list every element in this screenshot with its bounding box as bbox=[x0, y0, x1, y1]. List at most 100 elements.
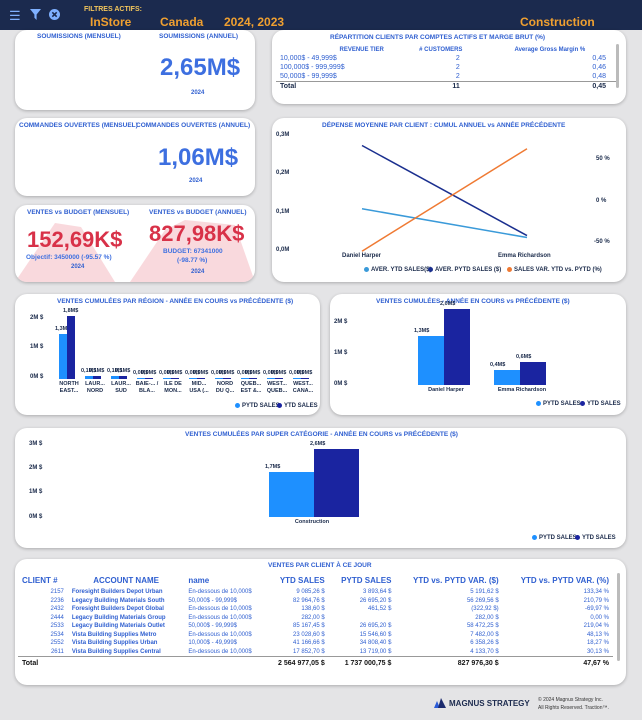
menu-icon[interactable]: ☰ bbox=[9, 8, 21, 23]
table-cell: En-dessous de 10,000$ bbox=[188, 631, 252, 638]
repartition-title: RÉPARTITION CLIENTS PAR COMPTES ACTIFS E… bbox=[330, 34, 546, 41]
clients-header-account[interactable]: ACCOUNT NAME bbox=[93, 576, 159, 585]
budget-background-shape bbox=[15, 220, 255, 282]
bar-ytd[interactable] bbox=[197, 378, 205, 379]
table-row[interactable]: 2236 Legacy Building Materials South 50,00… bbox=[18, 597, 613, 606]
depense-title: DÉPENSE MOYENNE PAR CLIENT : CUMUL ANNUE… bbox=[322, 122, 566, 129]
filter-icon[interactable] bbox=[30, 9, 41, 20]
bar-pytd[interactable] bbox=[59, 333, 67, 379]
bar-pytd[interactable] bbox=[293, 378, 301, 379]
categorie-y-tick: 0M $ bbox=[29, 514, 43, 520]
bar-ytd[interactable] bbox=[520, 362, 546, 385]
bar-ytd[interactable] bbox=[145, 378, 153, 379]
cumulees-card: VENTES CUMULÉES - ANNÉE EN COURS vs PRÉC… bbox=[330, 294, 626, 415]
table-cell: 56 269,56 $ bbox=[466, 597, 499, 604]
clients-table: CLIENT # ACCOUNT NAME name YTD SALES PYT… bbox=[18, 573, 613, 670]
bar-pytd[interactable] bbox=[85, 375, 93, 379]
clients-header-pytd[interactable]: PYTD SALES bbox=[341, 576, 392, 585]
total-var-pct: 47,67 % bbox=[583, 659, 609, 667]
bar-ytd[interactable] bbox=[444, 309, 470, 385]
table-cell: 282,00 $ bbox=[475, 614, 499, 621]
clients-header-client[interactable]: CLIENT # bbox=[22, 576, 58, 585]
bar-pytd[interactable] bbox=[137, 378, 145, 379]
bar-pytd[interactable] bbox=[215, 378, 223, 379]
ventes-budget-mensuel-year: 2024 bbox=[71, 264, 85, 270]
categorie-legend-pytd: PYTD SALES bbox=[532, 535, 577, 541]
depense-legend-var: SALES VAR. YTD vs. PYTD (%) bbox=[507, 267, 602, 273]
bar-ytd[interactable] bbox=[67, 316, 75, 379]
repartition-cell: 0,45 bbox=[592, 55, 606, 62]
bar-pytd[interactable] bbox=[241, 378, 249, 379]
repartition-scrollbar[interactable] bbox=[616, 44, 619, 88]
filter-category[interactable]: Construction bbox=[520, 15, 595, 29]
top-bar: ☰ FILTRES ACTIFS: InStore Canada 2024, 2… bbox=[0, 0, 642, 30]
bar-ytd[interactable] bbox=[223, 378, 231, 379]
table-cell: 82 964,76 $ bbox=[293, 597, 325, 604]
category-label: WEST... QUEB... bbox=[266, 381, 288, 394]
filter-channel[interactable]: InStore bbox=[90, 15, 132, 29]
total-var-dollar: 827 976,30 $ bbox=[457, 659, 499, 667]
bar-pytd[interactable] bbox=[269, 472, 314, 517]
table-row: 10,000$ - 49,999$ 2 0,45 bbox=[276, 54, 616, 63]
bar-pytd[interactable] bbox=[494, 369, 520, 385]
filter-years[interactable]: 2024, 2023 bbox=[224, 15, 285, 29]
bar-pytd[interactable] bbox=[267, 378, 275, 379]
bar-ytd[interactable] bbox=[171, 378, 179, 379]
repartition-cell: 0,46 bbox=[592, 64, 606, 71]
category-label: LAUR... SUD bbox=[111, 381, 131, 394]
category-label: BAIE-... / BLA... bbox=[135, 381, 159, 394]
bar-ytd[interactable] bbox=[249, 378, 257, 379]
bar-value-label: 1,8M$ bbox=[63, 308, 79, 314]
table-cell: -69,97 % bbox=[584, 606, 609, 613]
bar-pytd[interactable] bbox=[189, 378, 197, 379]
filter-country[interactable]: Canada bbox=[160, 15, 204, 29]
table-cell: En-dessous de 10,000$ bbox=[188, 589, 252, 596]
table-row[interactable]: 2533 Legacy Building Materials Outlet 50,0… bbox=[18, 622, 613, 631]
table-row[interactable]: 2432 Foresight Builders Depot Global En-de… bbox=[18, 605, 613, 614]
bar-pytd[interactable] bbox=[163, 378, 171, 379]
region-y-tick: 2M $ bbox=[30, 315, 44, 321]
table-row[interactable]: 2611 Vista Building Supplies Central En-de… bbox=[18, 648, 613, 657]
bar-value-label: 0,0M$ bbox=[193, 370, 209, 376]
categorie-title: VENTES CUMULÉES PAR SUPER CATÉGORIE - AN… bbox=[185, 431, 458, 438]
depense-line-chart bbox=[361, 144, 528, 252]
bar-pytd[interactable] bbox=[418, 335, 444, 385]
bar-value-label: 0,0M$ bbox=[245, 370, 261, 376]
clients-header-var-dollar[interactable]: YTD vs. PYTD VAR. ($) bbox=[413, 576, 499, 585]
table-row[interactable]: 2444 Legacy Building Materials Group En-de… bbox=[18, 614, 613, 623]
repartition-header: Average Gross Margin % bbox=[514, 47, 586, 53]
repartition-cell: 2 bbox=[455, 64, 460, 71]
clients-scrollbar[interactable] bbox=[617, 573, 620, 661]
commandes-card: COMMANDES OUVERTES (MENSUEL) COMMANDES O… bbox=[15, 118, 255, 196]
bar-ytd[interactable] bbox=[93, 375, 101, 379]
table-row[interactable]: 2157 Foresight Builders Depot Urban En-des… bbox=[18, 588, 613, 597]
legend-label: YTD SALES bbox=[587, 401, 621, 408]
category-label: LAUR... NORD bbox=[85, 381, 105, 394]
table-row: 50,000$ - 99,999$ 2 0,48 bbox=[276, 72, 616, 82]
clients-header-ytd[interactable]: YTD SALES bbox=[279, 576, 325, 585]
footer-brand: MAGNUS STRATEGY bbox=[449, 699, 530, 708]
table-cell: 26 695,20 $ bbox=[359, 597, 392, 604]
bar-ytd[interactable] bbox=[275, 378, 283, 379]
table-cell: 41 166,66 $ bbox=[293, 640, 325, 647]
bar-ytd[interactable] bbox=[301, 378, 309, 379]
table-row: 100,000$ - 999,999$ 2 0,46 bbox=[276, 63, 616, 72]
table-cell: 7 482,00 $ bbox=[470, 631, 499, 638]
table-row[interactable]: 2552 Vista Building Supplies Urban 10,000$… bbox=[18, 639, 613, 648]
total-pytd: 1 737 000,75 $ bbox=[344, 659, 392, 667]
table-cell bbox=[329, 614, 396, 623]
categorie-y-tick: 3M $ bbox=[29, 441, 43, 447]
table-row[interactable]: 2534 Vista Building Supplies Metro En-dess… bbox=[18, 631, 613, 640]
bar-ytd[interactable] bbox=[314, 448, 359, 517]
bar-ytd[interactable] bbox=[119, 375, 127, 379]
bar-pytd[interactable] bbox=[111, 375, 119, 379]
table-cell: 85 167,45 $ bbox=[293, 623, 325, 630]
clients-header-name[interactable]: name bbox=[188, 576, 210, 585]
soumissions-card: SOUMISSIONS (MENSUEL) SOUMISSIONS (ANNUE… bbox=[15, 30, 255, 110]
legend-label: AVER. PYTD SALES ($) bbox=[435, 267, 502, 274]
depense-y-tick: 0,0M bbox=[276, 247, 290, 253]
depense-y-tick: 0,2M bbox=[276, 170, 290, 176]
category-label: ILE DE MON... bbox=[164, 381, 182, 394]
clients-header-var-pct[interactable]: YTD vs. PYTD VAR. (%) bbox=[520, 576, 609, 585]
clear-filter-icon[interactable] bbox=[49, 9, 60, 20]
